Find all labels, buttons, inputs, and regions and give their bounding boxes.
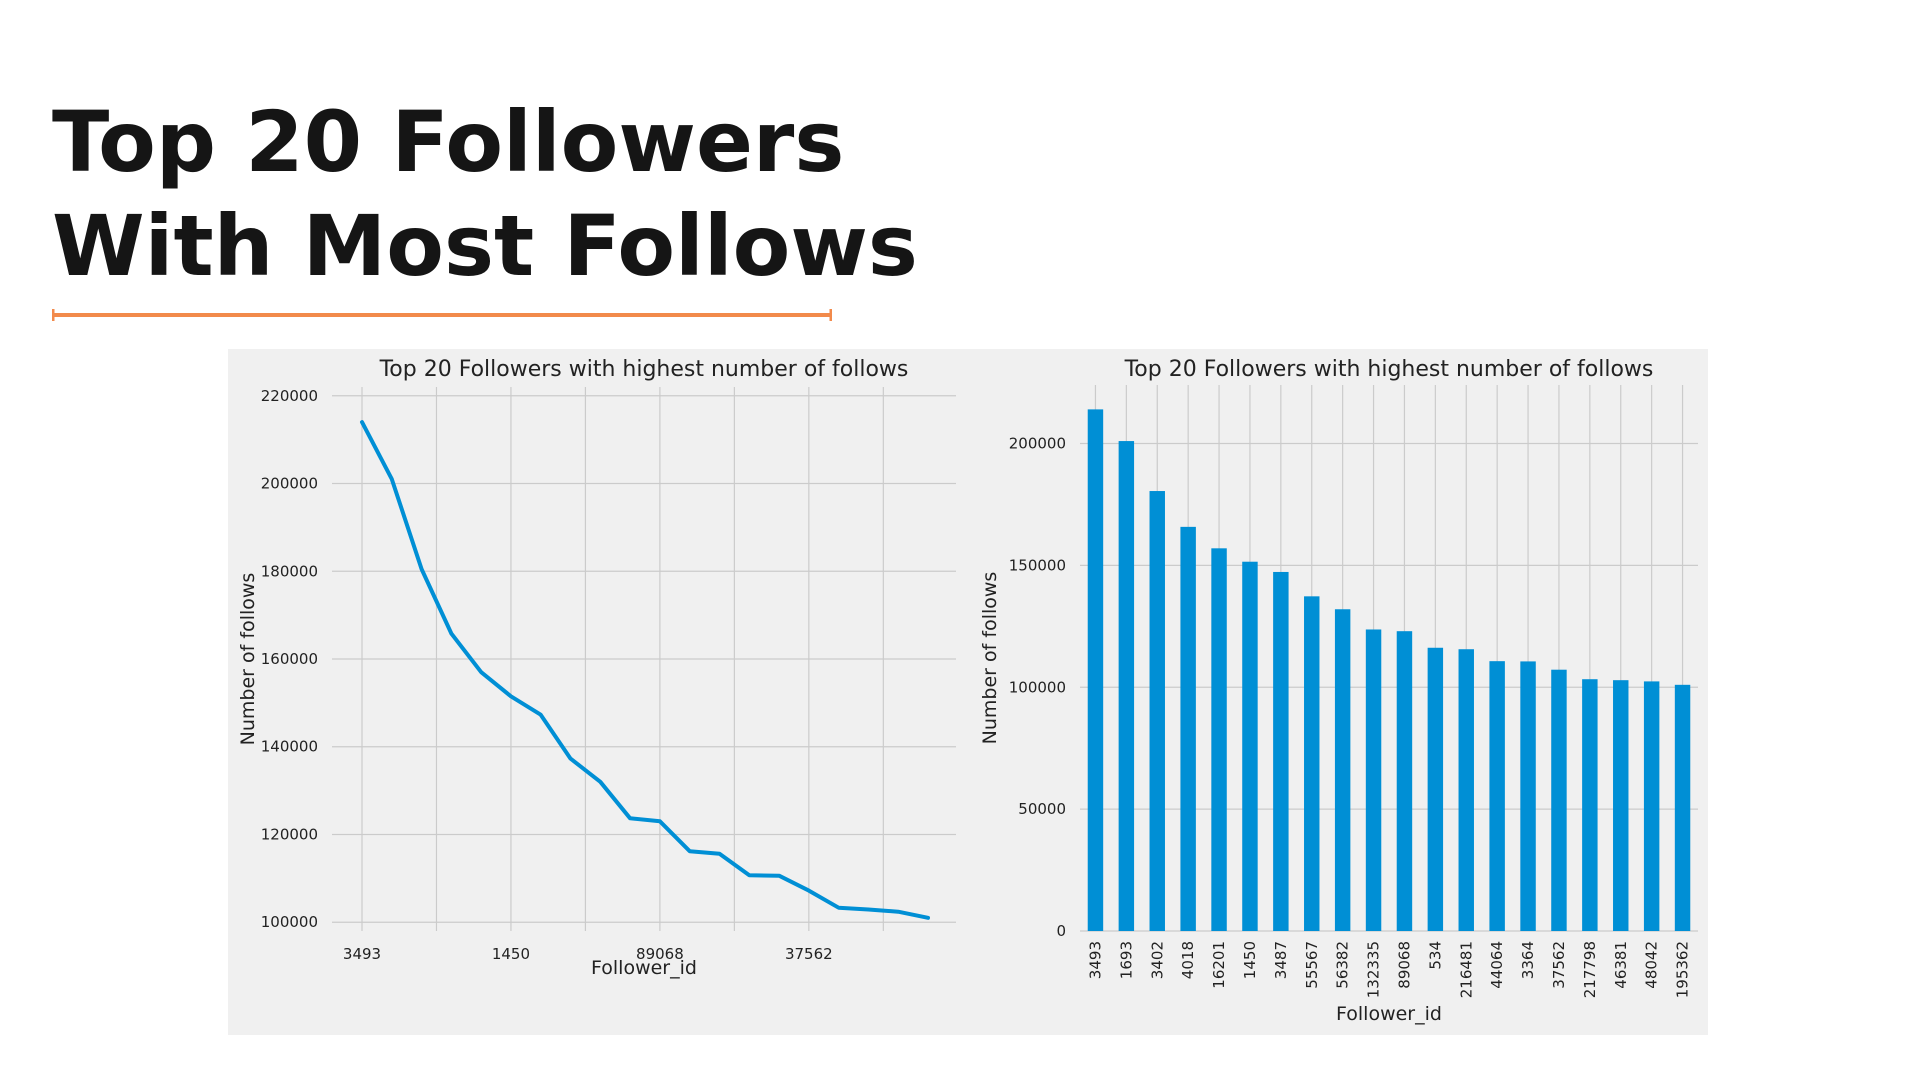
bar-x-tick-label: 4018	[1179, 941, 1197, 979]
bar-chart-title: Top 20 Followers with highest number of …	[1124, 357, 1654, 382]
bar-3402	[1149, 491, 1165, 931]
bar-x-tick-label: 1693	[1117, 941, 1135, 979]
bar-56382	[1334, 609, 1351, 931]
bar-46381	[1613, 680, 1629, 931]
bar-132335	[1365, 629, 1382, 931]
bar-x-tick-label: 3493	[1086, 941, 1104, 979]
bar-89068	[1396, 631, 1413, 931]
bar-1450	[1242, 561, 1258, 931]
line-series	[360, 420, 930, 920]
line-x-tick-label: 89068	[636, 945, 684, 963]
bar-y-tick-label: 150000	[1009, 556, 1066, 574]
bar-534	[1427, 647, 1444, 931]
bar-37562	[1551, 669, 1567, 931]
line-x-tick-label: 37562	[785, 945, 833, 963]
bar-x-tick-label: 3487	[1272, 941, 1290, 979]
bar-y-tick-label: 200000	[1009, 435, 1066, 453]
bar-3487	[1273, 571, 1289, 931]
line-y-tick-label: 100000	[261, 913, 318, 931]
bar-chart: 0 50000 100000 150000 200000 3493 1693 3402 4018…	[979, 357, 1698, 1025]
bar-x-tick-label: 3402	[1148, 941, 1166, 979]
bar-x-tick-label: 37562	[1550, 941, 1568, 989]
line-y-tick-label: 220000	[261, 387, 318, 405]
charts-figure-svg: 100000 120000 140000 160000 180000 200000 2200…	[237, 357, 1698, 1025]
bar-x-tick-label: 16201	[1210, 941, 1228, 989]
title-underline	[52, 309, 832, 321]
bar-x-tick-label: 132335	[1365, 941, 1383, 998]
line-chart-title: Top 20 Followers with highest number of …	[379, 357, 909, 382]
bar-x-axis-label: Follower_id	[1336, 1003, 1442, 1025]
bar-x-tick-label: 55567	[1303, 941, 1321, 989]
bar-x-tick-label: 89068	[1395, 941, 1413, 989]
bar-x-tick-label: 48042	[1643, 941, 1661, 989]
bar-y-axis-label: Number of follows	[979, 572, 1001, 745]
bar-y-tick-label: 0	[1056, 922, 1066, 940]
bar-y-tick-label: 50000	[1018, 800, 1066, 818]
bar-x-tick-label: 217798	[1581, 941, 1599, 998]
title-underline-graphic	[52, 309, 832, 321]
line-y-tick-label: 180000	[261, 562, 318, 580]
bar-48042	[1643, 681, 1660, 931]
bar-216481	[1458, 649, 1474, 931]
bar-217798	[1582, 679, 1598, 931]
bar-y-tick-label: 100000	[1009, 678, 1066, 696]
bar-195362	[1674, 684, 1691, 931]
line-y-tick-label: 120000	[261, 825, 318, 843]
line-x-tick-label: 3493	[343, 945, 381, 963]
line-chart: 100000 120000 140000 160000 180000 200000 2200…	[237, 357, 956, 979]
line-x-axis-label: Follower_id	[591, 957, 697, 979]
bar-x-tick-label: 44064	[1488, 941, 1506, 989]
bar-55567	[1304, 596, 1320, 931]
bar-x-tick-label: 46381	[1612, 941, 1630, 989]
line-y-axis-label: Number of follows	[237, 573, 259, 746]
bar-x-tick-label: 195362	[1674, 941, 1692, 998]
bar-44064	[1489, 661, 1505, 931]
bar-x-tick-label: 3364	[1519, 941, 1537, 979]
charts-figure: 100000 120000 140000 160000 180000 200000 2200…	[228, 349, 1708, 1035]
bar-16201	[1211, 548, 1227, 931]
bar-3493	[1087, 409, 1104, 931]
bar-3364	[1520, 661, 1536, 931]
bar-4018	[1180, 526, 1196, 931]
bar-x-tick-label: 1450	[1241, 941, 1259, 979]
slide-title-line-1: Top 20 Followers	[52, 93, 845, 191]
bar-x-tick-label: 216481	[1457, 941, 1475, 998]
bar-1693	[1118, 441, 1135, 931]
line-x-tick-label: 1450	[492, 945, 530, 963]
slide-title: Top 20 Followers With Most Follows	[52, 90, 918, 298]
line-y-tick-label: 140000	[261, 738, 318, 756]
line-y-tick-label: 200000	[261, 475, 318, 493]
bar-x-tick-label: 534	[1426, 941, 1444, 970]
line-y-tick-label: 160000	[261, 650, 318, 668]
bar-x-tick-label: 56382	[1334, 941, 1352, 989]
slide-title-line-2: With Most Follows	[52, 197, 918, 295]
